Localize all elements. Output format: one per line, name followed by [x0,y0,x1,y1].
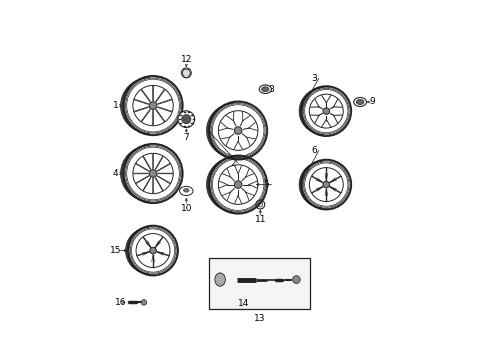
Ellipse shape [259,85,271,94]
Ellipse shape [179,186,193,195]
Text: 5: 5 [263,180,269,189]
Bar [208,258,309,309]
Circle shape [208,102,267,159]
Circle shape [141,300,146,305]
Circle shape [149,170,157,177]
Circle shape [182,114,190,124]
Circle shape [323,108,329,114]
Ellipse shape [356,99,363,104]
Text: 2: 2 [230,159,236,168]
Circle shape [301,159,350,210]
Text: 9: 9 [369,98,375,107]
Circle shape [123,76,183,135]
Circle shape [178,111,194,127]
Circle shape [292,276,300,283]
Text: 10: 10 [180,204,192,213]
Circle shape [301,86,350,136]
Text: 1: 1 [113,101,118,110]
Text: 6: 6 [310,146,316,155]
Ellipse shape [183,189,189,192]
Text: 16: 16 [115,298,126,307]
Circle shape [123,144,183,203]
Text: 7: 7 [183,133,189,142]
Text: 8: 8 [268,85,273,94]
Circle shape [149,247,156,254]
Text: 4: 4 [113,169,118,178]
Text: 14: 14 [238,299,249,308]
Circle shape [149,102,157,109]
Circle shape [128,226,178,275]
Text: 13: 13 [253,314,264,323]
Text: 15: 15 [110,246,121,255]
Ellipse shape [353,98,366,107]
Ellipse shape [261,87,268,92]
Text: 3: 3 [310,74,316,83]
Circle shape [323,181,329,188]
Text: 12: 12 [180,55,192,64]
Ellipse shape [214,273,225,286]
Text: 11: 11 [254,215,265,224]
Circle shape [234,127,242,134]
Circle shape [208,156,267,214]
Circle shape [181,68,191,78]
Circle shape [234,181,242,188]
